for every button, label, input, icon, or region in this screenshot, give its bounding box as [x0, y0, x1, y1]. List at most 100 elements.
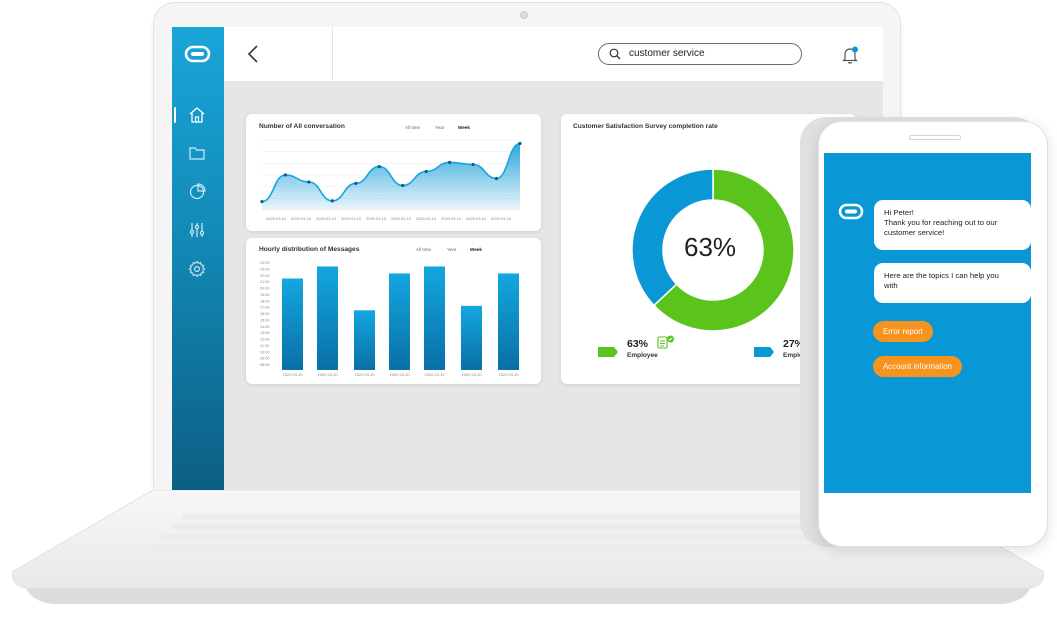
legend-marker-green [598, 344, 618, 357]
chatbot-logo-icon [838, 203, 864, 220]
data-point [401, 183, 405, 188]
filter-week[interactable]: Week [458, 125, 470, 130]
data-point [471, 162, 475, 167]
chat-line: Here are the topics I can help you [884, 271, 999, 280]
search-value: customer service [629, 48, 705, 59]
x-tick-label: 2020.03.10 [461, 372, 482, 377]
filter-year[interactable]: Year [435, 125, 445, 130]
bar [498, 273, 519, 370]
y-tick-label: 14:00 [260, 325, 270, 329]
data-point [424, 169, 428, 174]
x-tick-label: 2020.03.10 [441, 216, 462, 221]
chevron-left-icon[interactable] [246, 44, 260, 64]
legend-pct-1: 63% [627, 338, 649, 350]
bar [354, 310, 375, 370]
clipboard-check-icon [657, 335, 674, 349]
y-tick-label: 17:00 [260, 306, 270, 310]
app-logo-icon[interactable] [184, 45, 211, 63]
bar [389, 273, 410, 370]
y-tick-label: 10:00 [260, 350, 270, 354]
chat-bubble-greeting: Hi Peter! Thank you for reaching out to … [874, 200, 1031, 250]
x-tick-label: 2020.03.10 [291, 216, 312, 221]
topbar-divider [332, 27, 333, 81]
data-point [307, 180, 311, 184]
chat-line: customer service! [884, 228, 945, 237]
bar [282, 278, 303, 370]
bar [317, 266, 338, 370]
donut-slice-green [652, 168, 795, 332]
gear-icon [188, 260, 206, 278]
option-account-information-button[interactable]: Account information [873, 356, 962, 377]
x-tick-label: 2020.03.10 [389, 372, 410, 377]
sidebar-item-settings[interactable] [186, 258, 208, 280]
y-tick-label: 22:00 [260, 274, 270, 278]
sidebar-item-home[interactable] [186, 104, 208, 126]
legend-label-1: Employee [627, 352, 658, 359]
sidebar [172, 27, 224, 490]
series-line [261, 142, 521, 203]
chart-title: Hourly distribution of Messages [259, 246, 360, 253]
y-tick-label: 11:00 [260, 344, 269, 348]
filter-all-time[interactable]: All time [416, 247, 432, 252]
filter-all-time[interactable]: All time [405, 125, 421, 130]
x-tick-label: 2020.03.10 [266, 216, 287, 221]
y-tick-label: 08:00 [260, 363, 270, 367]
bell-icon [842, 46, 858, 64]
y-tick-label: 24:00 [260, 261, 270, 265]
y-tick-label: 13:00 [260, 331, 270, 335]
donut-center-label: 63% [684, 232, 737, 262]
laptop-screen: customer service Number of All conversat… [172, 27, 883, 490]
x-tick-label: 2020.03.10 [491, 216, 512, 221]
y-tick-label: 16:00 [260, 312, 270, 316]
x-tick-label: 2020.03.10 [282, 372, 303, 377]
data-point [494, 176, 499, 181]
filter-week[interactable]: Week [470, 247, 482, 252]
x-tick-label: 2020.03.10 [466, 216, 487, 221]
x-tick-label: 2020.03.10 [316, 216, 337, 221]
conversation-area-chart: 2020.03.10 2020.03.10 2020.03.10 2020.03.10… [260, 139, 522, 221]
folder-icon [189, 147, 205, 160]
chat-bubble-topics: Here are the topics I can help you with [874, 263, 1031, 303]
data-point [260, 200, 264, 204]
x-tick-label: 2020.03.10 [366, 216, 387, 221]
active-nav-indicator [174, 107, 176, 123]
sliders-icon [189, 223, 205, 237]
bar [424, 266, 445, 370]
laptop-keyboard-base [12, 490, 1044, 604]
hourly-bar-chart: 24:00 23:00 22:00 21:00 20:00 19:00 18:00 17:00… [260, 261, 519, 377]
filter-year[interactable]: Year [447, 247, 457, 252]
data-point [448, 160, 452, 164]
sidebar-item-reports[interactable] [186, 180, 208, 202]
survey-donut-chart [631, 168, 795, 332]
data-point [330, 199, 334, 203]
y-tick-label: 15:00 [260, 318, 270, 322]
y-tick-label: 19:00 [260, 293, 270, 297]
hourly-chart-card: Hourly distribution of Messages All time… [246, 238, 541, 384]
x-tick-label: 2020.03.10 [391, 216, 412, 221]
chart-title: Number of All conversation [259, 123, 345, 130]
notifications-button[interactable] [840, 45, 860, 65]
sidebar-item-folders[interactable] [186, 142, 208, 164]
option-error-report-button[interactable]: Error report [873, 321, 933, 342]
data-point [283, 173, 288, 177]
legend-label-2: Employee [783, 352, 814, 359]
x-tick-label: 2020.03.10 [498, 372, 519, 377]
home-icon [189, 107, 205, 123]
chart-title: Customer Satisfaction Survey completion … [573, 123, 718, 130]
chat-screen: Hi Peter! Thank you for reaching out to … [824, 153, 1031, 493]
conversation-chart-card: Number of All conversation All time Year… [246, 114, 541, 231]
y-tick-label: 09:00 [260, 357, 270, 361]
search-input[interactable]: customer service [598, 43, 802, 65]
y-tick-label: 12:00 [260, 338, 270, 342]
y-tick-label: 18:00 [260, 299, 270, 303]
y-tick-label: 23:00 [260, 267, 270, 271]
x-tick-label: 2020.03.10 [317, 372, 338, 377]
sidebar-item-filters[interactable] [186, 219, 208, 241]
laptop-camera [520, 11, 528, 19]
x-tick-label: 2020.03.10 [354, 372, 375, 377]
bar [461, 305, 482, 370]
legend-marker-blue [754, 344, 774, 357]
data-point [377, 165, 381, 169]
phone-speaker [909, 135, 961, 140]
legend-pct-2: 27% [783, 338, 805, 350]
